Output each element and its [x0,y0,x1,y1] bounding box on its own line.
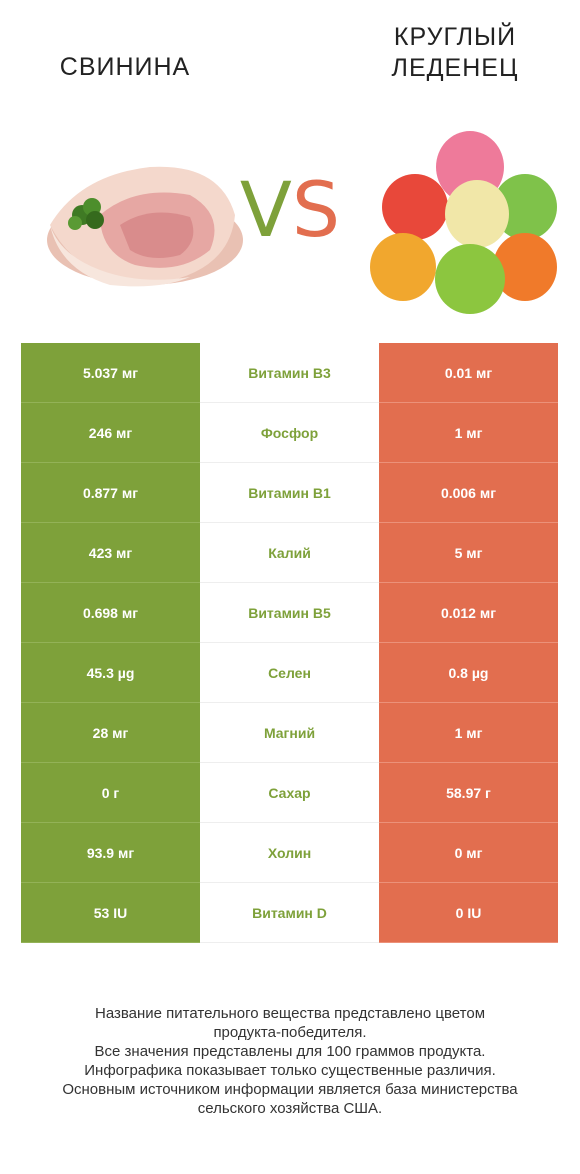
right-value: 0.006 мг [379,463,558,523]
table-row: 0.698 мг Витамин B5 0.012 мг [21,583,558,643]
nutrient-name: Витамин B1 [200,463,379,523]
right-value: 5 мг [379,523,558,583]
table-row: 93.9 мг Холин 0 мг [21,823,558,883]
nutrient-name: Магний [200,703,379,763]
nutrient-name: Витамин D [200,883,379,943]
vs-label: VS [225,160,355,260]
right-food-title-line2: ЛЕДЕНЕЦ [391,54,519,82]
nutrient-name: Сахар [200,763,379,823]
nutrient-name: Витамин B5 [200,583,379,643]
left-value: 246 мг [21,403,200,463]
table-row: 0.877 мг Витамин B1 0.006 мг [21,463,558,523]
footer-line: Инфографика показывает только существенн… [84,1062,496,1079]
right-value: 0 мг [379,823,558,883]
right-value: 1 мг [379,703,558,763]
right-value: 0.012 мг [379,583,558,643]
footer-line: Основным источником информации является … [62,1081,518,1098]
pork-chop-image [47,166,243,287]
right-food-title: КРУГЛЫЙ ЛЕДЕНЕЦ [330,22,580,84]
nutrient-name: Холин [200,823,379,883]
footer-line: Название питательного вещества представл… [94,1005,486,1022]
right-value: 0.01 мг [379,343,558,403]
footer-line: продукта-победителя. [213,1024,367,1041]
nutrient-name: Витамин B3 [200,343,379,403]
table-row: 246 мг Фосфор 1 мг [21,403,558,463]
footer-notes: Название питательного вещества представл… [20,1004,560,1118]
left-value: 93.9 мг [21,823,200,883]
right-value: 58.97 г [379,763,558,823]
nutrient-name: Фосфор [200,403,379,463]
right-value: 0 IU [379,883,558,943]
table-row: 28 мг Магний 1 мг [21,703,558,763]
footer-line: Все значения представлены для 100 граммо… [94,1043,486,1060]
table-row: 53 IU Витамин D 0 IU [21,883,558,943]
left-value: 0.877 мг [21,463,200,523]
vs-letter-s: S [291,165,341,254]
footer-line: сельского хозяйства США. [197,1100,383,1117]
vs-letter-v: V [239,165,292,254]
right-value: 1 мг [379,403,558,463]
table-row: 5.037 мг Витамин B3 0.01 мг [21,343,558,403]
left-value: 0 г [21,763,200,823]
table-row: 45.3 µg Селен 0.8 µg [21,643,558,703]
right-value: 0.8 µg [379,643,558,703]
left-food-title: СВИНИНА [59,53,191,81]
right-food-title-line1: КРУГЛЫЙ [393,23,517,51]
nutrient-name: Селен [200,643,379,703]
left-value: 5.037 мг [21,343,200,403]
table-row: 423 мг Калий 5 мг [21,523,558,583]
table-row: 0 г Сахар 58.97 г [21,763,558,823]
left-value: 423 мг [21,523,200,583]
comparison-table: 5.037 мг Витамин B3 0.01 мг 246 мг Фосфо… [21,343,558,943]
gumdrop-candies-image [370,131,557,314]
left-value: 0.698 мг [21,583,200,643]
left-value: 28 мг [21,703,200,763]
left-value: 53 IU [21,883,200,943]
left-value: 45.3 µg [21,643,200,703]
nutrient-name: Калий [200,523,379,583]
